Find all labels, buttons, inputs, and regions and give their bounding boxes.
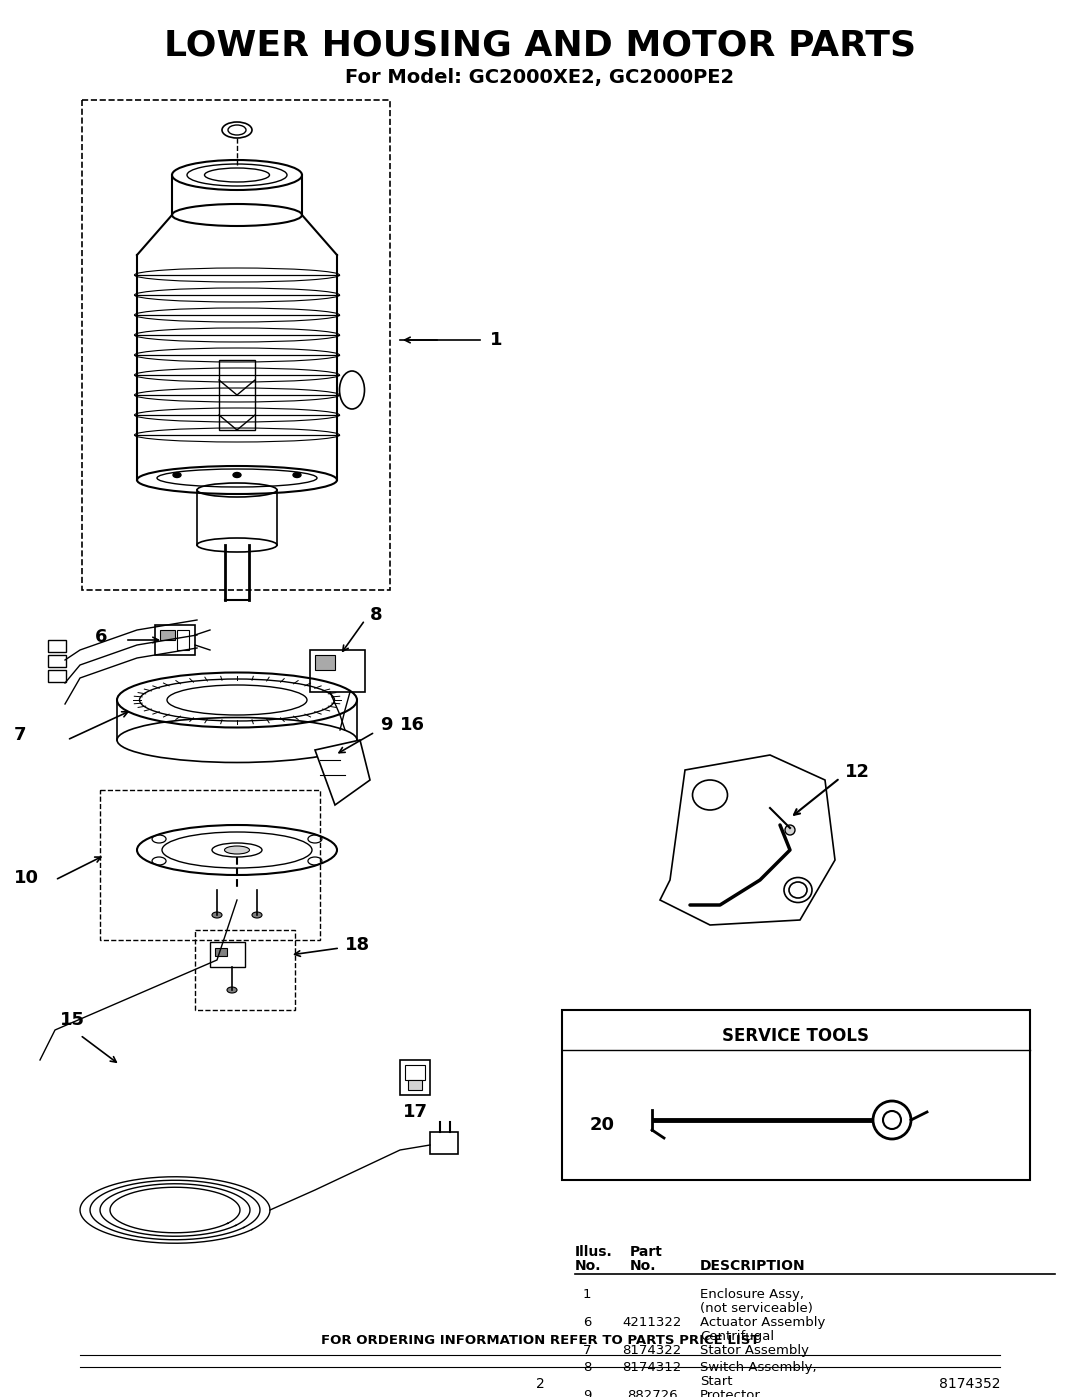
Text: Switch Assembly,: Switch Assembly, bbox=[700, 1361, 816, 1375]
Ellipse shape bbox=[293, 472, 301, 478]
Bar bbox=[408, 1080, 422, 1090]
Text: 17: 17 bbox=[403, 1104, 428, 1120]
Text: No.: No. bbox=[630, 1259, 657, 1273]
Ellipse shape bbox=[212, 912, 222, 918]
Text: 9: 9 bbox=[583, 1389, 591, 1397]
Ellipse shape bbox=[233, 472, 241, 478]
Text: 4211322: 4211322 bbox=[622, 1316, 681, 1329]
Text: For Model: GC2000XE2, GC2000PE2: For Model: GC2000XE2, GC2000PE2 bbox=[346, 68, 734, 88]
Bar bbox=[195, 930, 295, 1010]
Text: Centrifugal: Centrifugal bbox=[700, 1330, 774, 1343]
Text: Enclosure Assy,: Enclosure Assy, bbox=[700, 1288, 804, 1301]
Bar bbox=[315, 655, 335, 671]
Bar bbox=[177, 630, 189, 650]
Text: 1: 1 bbox=[583, 1288, 591, 1301]
Text: Stator Assembly: Stator Assembly bbox=[700, 1344, 809, 1356]
Ellipse shape bbox=[252, 912, 262, 918]
Bar bbox=[160, 630, 175, 640]
Text: 15: 15 bbox=[60, 1011, 85, 1030]
Text: 8: 8 bbox=[370, 606, 382, 624]
Text: LOWER HOUSING AND MOTOR PARTS: LOWER HOUSING AND MOTOR PARTS bbox=[164, 28, 916, 61]
Text: 8174322: 8174322 bbox=[622, 1344, 681, 1356]
Text: Protector,: Protector, bbox=[700, 1389, 765, 1397]
Bar bbox=[562, 1010, 1030, 1180]
Bar bbox=[400, 1060, 430, 1095]
Text: 8: 8 bbox=[583, 1361, 591, 1375]
Text: 16: 16 bbox=[400, 717, 426, 733]
Bar bbox=[219, 360, 255, 430]
Ellipse shape bbox=[173, 472, 181, 478]
Text: 8174352: 8174352 bbox=[939, 1377, 1000, 1391]
Text: 6: 6 bbox=[95, 629, 108, 645]
Bar bbox=[210, 942, 245, 967]
Text: No.: No. bbox=[575, 1259, 602, 1273]
Text: 7: 7 bbox=[583, 1344, 591, 1356]
Text: Actuator Assembly: Actuator Assembly bbox=[700, 1316, 825, 1329]
Bar bbox=[215, 949, 227, 956]
Bar bbox=[48, 655, 66, 666]
Text: 6: 6 bbox=[583, 1316, 591, 1329]
Text: 10: 10 bbox=[14, 869, 39, 887]
Bar bbox=[100, 789, 320, 940]
Text: Part: Part bbox=[630, 1245, 663, 1259]
Ellipse shape bbox=[227, 988, 237, 993]
Text: 882726: 882726 bbox=[626, 1389, 677, 1397]
Text: DESCRIPTION: DESCRIPTION bbox=[700, 1259, 806, 1273]
Text: 9: 9 bbox=[380, 717, 392, 733]
Bar bbox=[48, 640, 66, 652]
Polygon shape bbox=[660, 754, 835, 925]
Text: 20: 20 bbox=[590, 1116, 615, 1134]
Bar bbox=[405, 1065, 426, 1080]
Text: 7: 7 bbox=[14, 726, 27, 745]
Text: FOR ORDERING INFORMATION REFER TO PARTS PRICE LIST: FOR ORDERING INFORMATION REFER TO PARTS … bbox=[321, 1334, 759, 1347]
Text: SERVICE TOOLS: SERVICE TOOLS bbox=[723, 1027, 869, 1045]
Bar bbox=[82, 101, 390, 590]
Text: 1: 1 bbox=[490, 331, 502, 349]
Polygon shape bbox=[315, 740, 370, 805]
Text: 2: 2 bbox=[536, 1377, 544, 1391]
Text: 8174312: 8174312 bbox=[622, 1361, 681, 1375]
Ellipse shape bbox=[785, 826, 795, 835]
Text: (not serviceable): (not serviceable) bbox=[700, 1302, 813, 1315]
Text: 18: 18 bbox=[345, 936, 370, 954]
Text: Start: Start bbox=[700, 1375, 732, 1389]
Bar bbox=[310, 650, 365, 692]
Bar bbox=[156, 624, 195, 655]
Text: 12: 12 bbox=[845, 763, 870, 781]
Bar bbox=[48, 671, 66, 682]
Text: Illus.: Illus. bbox=[575, 1245, 612, 1259]
Ellipse shape bbox=[225, 847, 249, 854]
Bar bbox=[430, 1132, 458, 1154]
